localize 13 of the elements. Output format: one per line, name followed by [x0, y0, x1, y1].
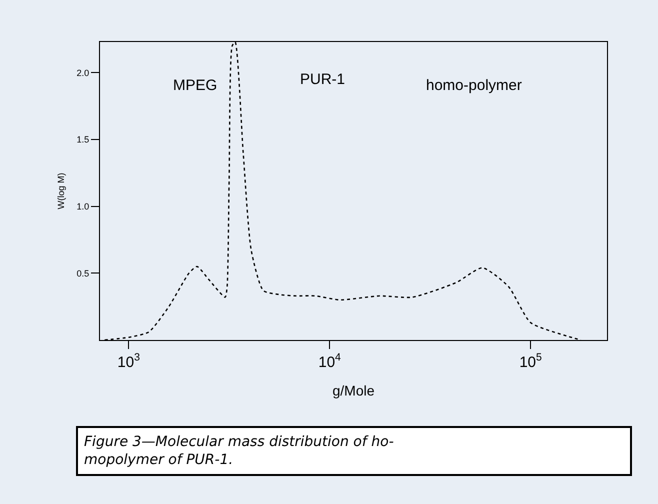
- x-axis-title: g/Mole: [332, 382, 375, 398]
- y-tick-label: 2.0: [76, 68, 90, 78]
- x-tick-label: 10$^{4}$: [318, 352, 342, 371]
- y-tick-label: 1.0: [76, 202, 90, 212]
- y-tick-label: 1.5: [76, 134, 90, 145]
- annotation: PUR-1: [300, 71, 346, 88]
- y-axis-title: W(log M): [56, 172, 66, 210]
- x-tick-label: 10$^{3}$: [117, 352, 140, 371]
- x-tick-label: 10$^{5}$: [519, 352, 542, 371]
- annotation: homo-polymer: [426, 77, 522, 94]
- y-tick-label: 0.5: [76, 268, 90, 278]
- annotation: MPEG: [173, 77, 218, 94]
- caption: Figure 3—Molecular mass distribution of ho- mopolymer of PUR-1.: [84, 434, 394, 468]
